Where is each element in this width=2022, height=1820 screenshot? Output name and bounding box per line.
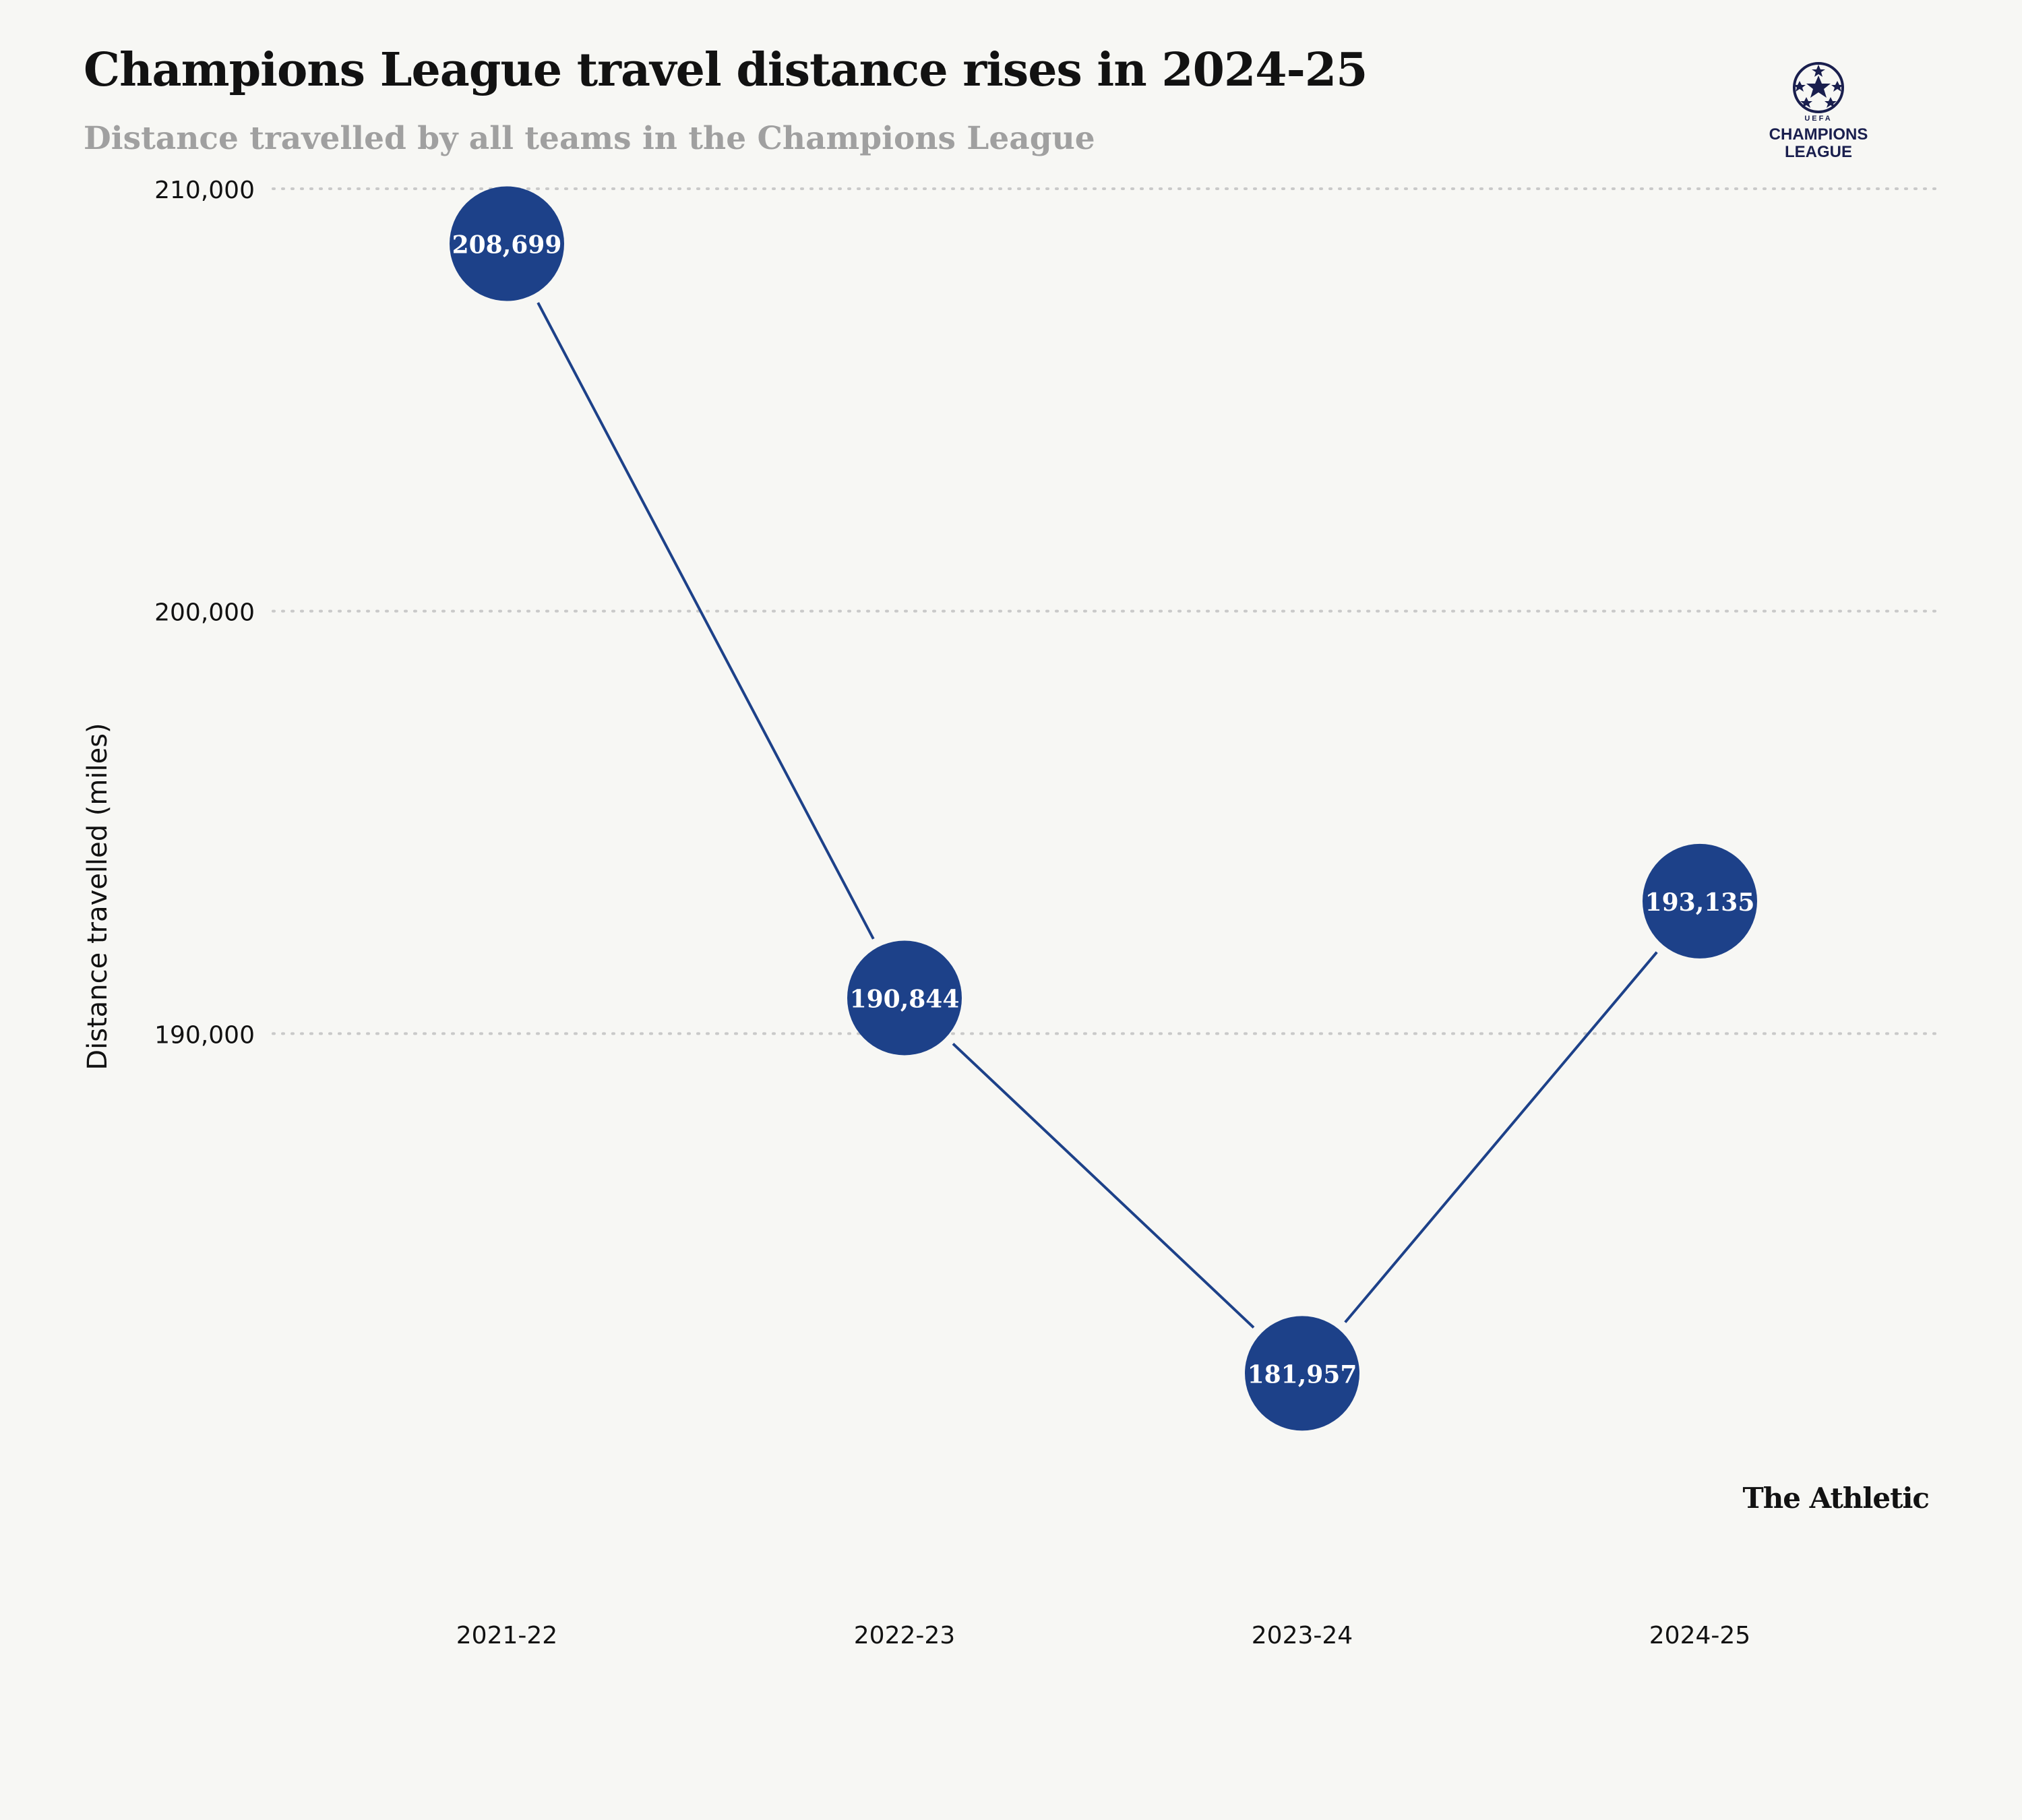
the-athletic-brand: The Athletic [1742, 1482, 1930, 1515]
series-line-segment [952, 1042, 1255, 1329]
x-tick-label: 2023-24 [1252, 1622, 1353, 1649]
y-tick-label: 190,000 [154, 1021, 255, 1049]
y-axis-label: Distance travelled (miles) [82, 723, 113, 1070]
y-tick-label: 200,000 [154, 599, 255, 627]
x-tick-label: 2021-22 [456, 1622, 557, 1649]
champions-league-starball-icon [1793, 62, 1844, 113]
logo-league-text: LEAGUE [1784, 143, 1852, 161]
logo-uefa-text: UEFA [1804, 115, 1833, 123]
y-tick-label: 210,000 [154, 177, 255, 204]
logo-champions-text: CHAMPIONS [1769, 125, 1868, 144]
chart-title: Champions League travel distance rises i… [84, 43, 1368, 97]
data-points: 208,699 190,844 181,957 193,135 [450, 186, 1757, 1431]
data-label: 190,844 [850, 985, 960, 1013]
data-point-marker [1643, 843, 1757, 959]
data-label: 193,135 [1645, 888, 1755, 917]
data-label: 181,957 [1248, 1360, 1357, 1389]
x-tick-label: 2022-23 [854, 1622, 955, 1649]
x-tick-label: 2024-25 [1649, 1622, 1750, 1649]
data-point-marker [847, 940, 962, 1056]
y-axis-ticks: 190,000 200,000 210,000 [154, 177, 255, 1049]
x-axis-ticks: 2021-22 2022-23 2023-24 2024-25 [456, 1622, 1750, 1649]
series-line-segment [1344, 951, 1658, 1323]
champions-league-logo: UEFA CHAMPIONS LEAGUE [1758, 61, 1879, 169]
data-point-marker [1245, 1316, 1359, 1431]
data-point-marker [450, 186, 564, 301]
series-line-segment [537, 302, 875, 940]
chart-subtitle: Distance travelled by all teams in the C… [84, 120, 1095, 157]
data-label: 208,699 [452, 231, 562, 260]
series-line [537, 302, 1658, 1329]
